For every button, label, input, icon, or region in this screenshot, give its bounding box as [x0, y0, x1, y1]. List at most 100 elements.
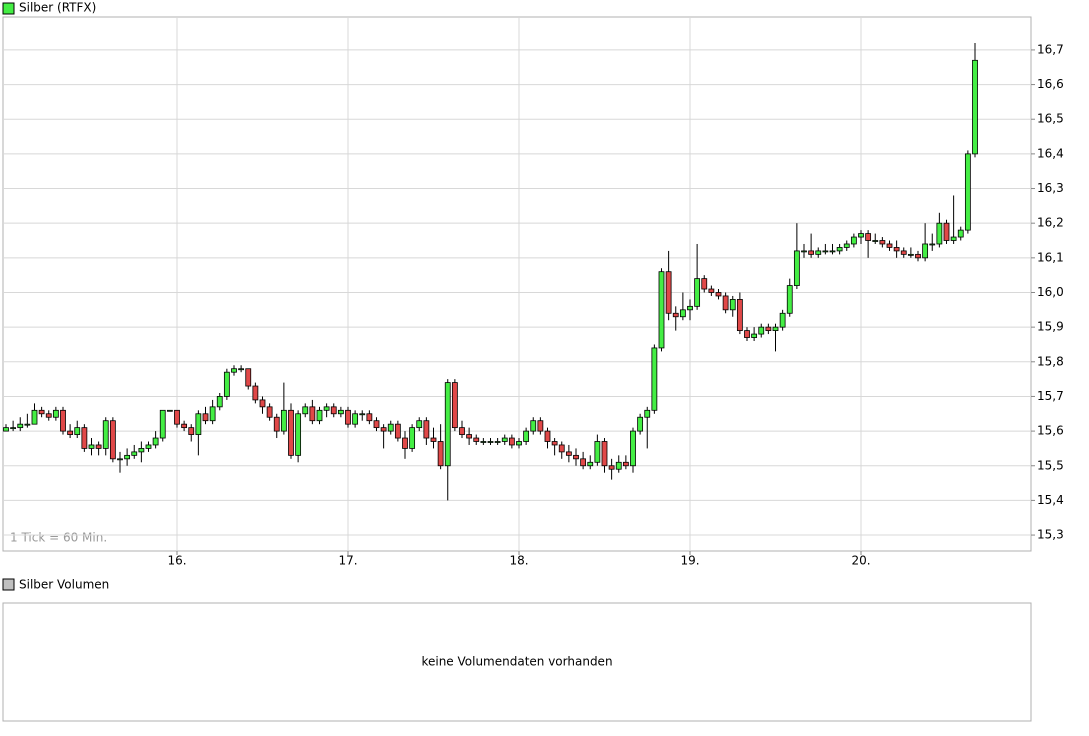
candle-body — [152, 437, 159, 446]
candle-body — [181, 423, 188, 429]
y-tick-label: 15,4 — [1037, 493, 1064, 507]
candle-body — [893, 247, 900, 252]
plot-area — [2, 16, 1032, 552]
y-tick-label: 15,9 — [1037, 320, 1064, 334]
candle-body — [929, 243, 936, 246]
candle-body — [373, 420, 380, 429]
candle-body — [964, 153, 971, 231]
candle-body — [744, 330, 750, 338]
candle-body — [45, 413, 52, 418]
candle-body — [245, 368, 252, 387]
candle-body — [302, 406, 309, 415]
candle-body — [145, 444, 152, 449]
candle-body — [915, 253, 921, 259]
candle-body — [174, 409, 180, 425]
candle-body — [786, 285, 793, 314]
candle-body — [972, 59, 978, 155]
candle-body — [551, 441, 558, 446]
y-tick-label: 16,3 — [1037, 181, 1064, 195]
candle-body — [60, 409, 66, 432]
candle-body — [793, 250, 800, 286]
candle-body — [815, 250, 822, 255]
candle-body — [672, 312, 679, 318]
candle-body — [523, 430, 530, 442]
candle-body — [558, 444, 565, 453]
candle-body — [637, 416, 644, 432]
candle-body — [758, 326, 765, 335]
candle-body — [337, 409, 344, 415]
candle-body — [573, 454, 579, 460]
candle-body — [516, 441, 522, 446]
y-tick-label: 16,2 — [1037, 216, 1064, 230]
x-tick-label: 17. — [338, 554, 357, 568]
legend-label: Silber (RTFX) — [19, 1, 96, 15]
candle-body — [138, 448, 145, 453]
candle-body — [95, 444, 102, 449]
y-tick-label: 16,5 — [1037, 112, 1064, 126]
candle-body — [74, 427, 81, 435]
volume-swatch — [2, 578, 15, 591]
x-tick-label: 18. — [509, 554, 528, 568]
candle-body — [501, 437, 508, 442]
candle-body — [651, 347, 658, 411]
candle-body — [266, 406, 273, 418]
y-tick-label: 16,7 — [1037, 42, 1064, 56]
candle-body — [459, 427, 465, 435]
candle-body — [665, 271, 672, 314]
candle-body — [829, 250, 836, 253]
candle-body — [594, 441, 601, 463]
candle-body — [316, 409, 323, 422]
candle-body — [330, 406, 337, 415]
y-tick-label: 15,3 — [1037, 528, 1064, 542]
candle-body — [423, 420, 430, 439]
candle-body — [131, 451, 138, 456]
candle-body — [202, 413, 209, 422]
candle-body — [280, 409, 287, 432]
y-tick-label: 16,6 — [1037, 77, 1064, 91]
candle-body — [808, 250, 815, 255]
candle-body — [708, 288, 715, 293]
candle-body — [430, 437, 437, 442]
candle-body — [109, 420, 116, 460]
candle-body — [216, 396, 223, 408]
candle-body — [238, 368, 245, 371]
candle-body — [166, 409, 173, 412]
candle-body — [31, 409, 38, 425]
candle-body — [252, 385, 259, 401]
candle-body — [3, 427, 9, 432]
candle-body — [366, 413, 373, 422]
candle-body — [658, 271, 665, 349]
candle-body — [701, 278, 708, 290]
candle-body — [124, 454, 131, 460]
x-tick-label: 19. — [680, 554, 699, 568]
candle-body — [615, 461, 622, 470]
candle-body — [466, 434, 473, 439]
candle-body — [687, 305, 693, 311]
candle-body — [900, 250, 907, 255]
candle-body — [679, 309, 686, 318]
candle-body — [402, 437, 408, 449]
candle-body — [722, 295, 729, 311]
candle-body — [309, 406, 316, 422]
candle-body — [907, 253, 914, 256]
candle-body — [565, 451, 572, 456]
candle-body — [67, 430, 74, 435]
candle-body — [451, 382, 458, 429]
candle-body — [580, 458, 587, 467]
candle-body — [295, 413, 302, 456]
candle-body — [38, 409, 45, 415]
candle-body — [715, 292, 722, 297]
y-tick-label: 16,0 — [1037, 285, 1064, 299]
candle-body — [936, 222, 943, 245]
volume-message: keine Volumendaten vorhanden — [421, 655, 612, 669]
candle-body — [188, 427, 195, 435]
candle-body — [387, 423, 394, 432]
candle-body — [259, 399, 266, 408]
y-tick-label: 16,1 — [1037, 250, 1064, 264]
candle-body — [801, 250, 807, 253]
candle-body — [288, 409, 294, 456]
candle-body — [879, 240, 886, 245]
candle-body — [24, 423, 31, 426]
candle-body — [17, 423, 24, 429]
